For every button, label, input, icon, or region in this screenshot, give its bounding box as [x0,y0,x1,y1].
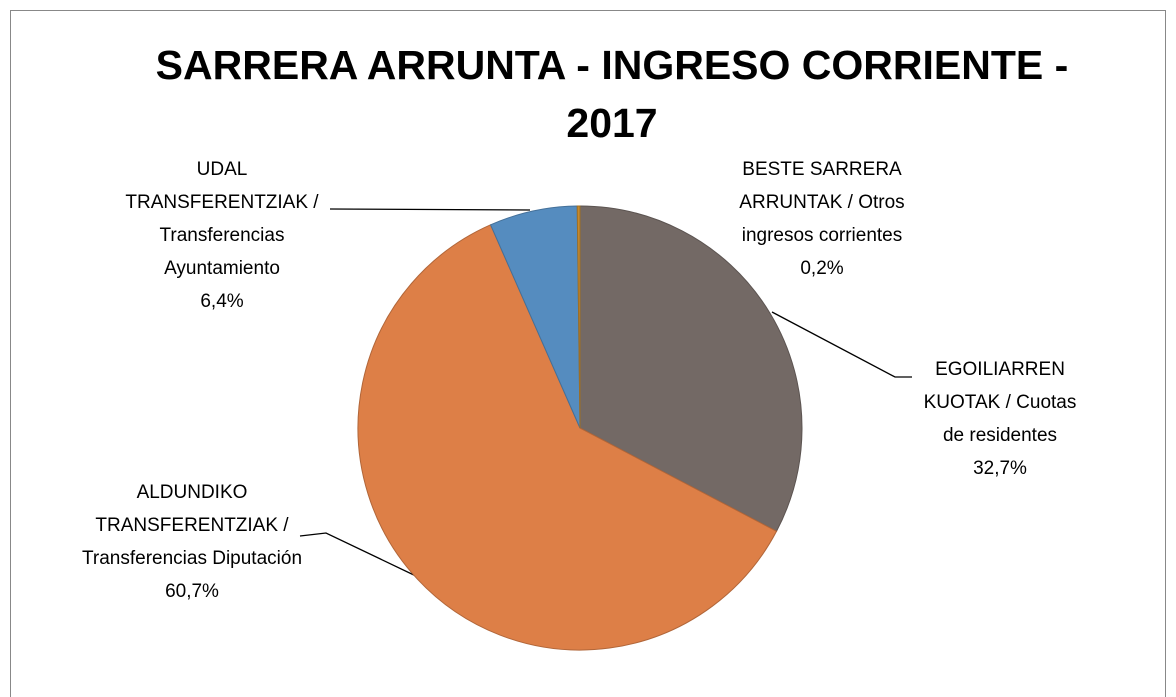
category-label: UDAL TRANSFERENTZIAK / Transferencias Ay… [125,159,319,279]
pie-slice [576,205,581,429]
value-label: 32,7% [973,458,1027,479]
data-label: EGOILIARREN KUOTAK / Cuotas de residente… [915,353,1085,485]
leader-line [329,208,531,211]
data-label: BESTE SARRERA ARRUNTAK / Otros ingresos … [722,153,922,285]
category-label: EGOILIARREN KUOTAK / Cuotas de residente… [923,359,1077,446]
value-label: 60,7% [165,581,219,602]
pie-slice [357,224,778,651]
category-label: BESTE SARRERA ARRUNTAK / Otros ingresos … [739,159,905,246]
category-label: ALDUNDIKO TRANSFERENTZIAK / Transferenci… [82,482,303,569]
value-label: 0,2% [800,258,844,279]
data-label: ALDUNDIKO TRANSFERENTZIAK / Transferenci… [82,476,302,608]
leader-line [299,532,419,578]
chart-title: SARRERA ARRUNTA - INGRESO CORRIENTE - 20… [155,42,1069,146]
data-label: UDAL TRANSFERENTZIAK / Transferencias Ay… [112,153,332,318]
pie-slice [579,205,803,532]
chart-frame [10,10,1166,697]
leader-lines [299,208,912,578]
leader-line [771,311,912,378]
value-label: 6,4% [200,291,244,312]
